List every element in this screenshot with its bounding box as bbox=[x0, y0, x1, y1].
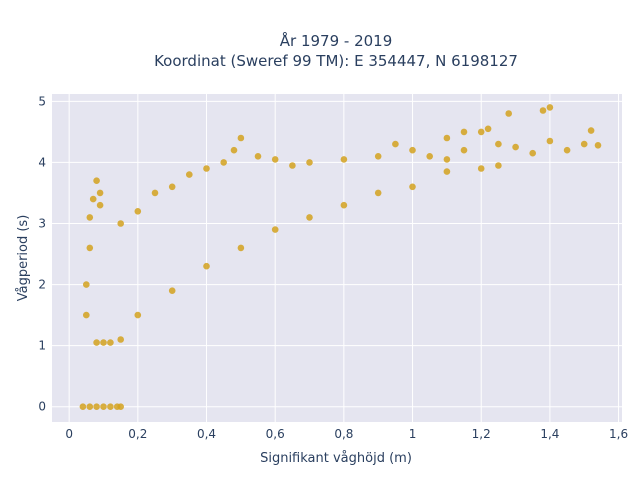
data-point bbox=[151, 189, 159, 197]
data-point bbox=[237, 244, 245, 252]
data-point bbox=[271, 156, 279, 163]
data-point bbox=[79, 403, 87, 411]
plot-area bbox=[52, 94, 622, 422]
data-point bbox=[374, 153, 382, 160]
data-point bbox=[86, 214, 94, 221]
data-point bbox=[100, 403, 107, 411]
data-point bbox=[580, 140, 588, 148]
x-tick-label: 1,4 bbox=[540, 427, 559, 441]
data-point bbox=[512, 143, 519, 151]
data-point bbox=[409, 183, 416, 191]
data-point bbox=[460, 128, 468, 136]
data-point bbox=[529, 149, 536, 157]
data-point bbox=[495, 162, 502, 169]
data-point bbox=[546, 104, 554, 111]
data-point bbox=[93, 403, 100, 411]
x-tick-label: 0 bbox=[65, 427, 73, 441]
data-point bbox=[539, 107, 547, 114]
data-point bbox=[93, 339, 100, 346]
data-point bbox=[477, 128, 485, 136]
data-point bbox=[477, 165, 485, 172]
x-tick-label: 0,6 bbox=[266, 427, 285, 441]
data-point bbox=[505, 110, 512, 117]
data-point bbox=[93, 177, 100, 184]
data-point bbox=[443, 168, 451, 175]
data-point bbox=[237, 134, 245, 142]
x-tick-label: 0,8 bbox=[334, 427, 353, 441]
data-point bbox=[134, 311, 142, 319]
x-tick-label: 0,4 bbox=[197, 427, 216, 441]
data-point bbox=[107, 339, 114, 346]
data-point bbox=[254, 153, 262, 160]
data-point bbox=[168, 183, 176, 191]
y-tick-label: 1 bbox=[38, 339, 46, 353]
data-point bbox=[409, 146, 416, 154]
data-point bbox=[495, 140, 502, 148]
y-tick-label: 5 bbox=[38, 94, 46, 108]
data-point bbox=[220, 159, 227, 166]
data-point bbox=[484, 125, 492, 133]
data-point bbox=[83, 311, 90, 319]
grid-lines bbox=[52, 94, 622, 422]
x-tick-label: 0,2 bbox=[128, 427, 147, 441]
data-point bbox=[374, 189, 382, 197]
data-point bbox=[306, 214, 313, 221]
data-point bbox=[96, 189, 104, 197]
chart-title-line1: År 1979 - 2019 bbox=[280, 31, 393, 50]
data-point bbox=[203, 262, 210, 270]
y-tick-label: 0 bbox=[38, 400, 46, 414]
data-point bbox=[186, 171, 193, 178]
data-point bbox=[443, 156, 451, 163]
y-axis-title: Vågperiod (s) bbox=[16, 215, 31, 302]
data-point bbox=[460, 146, 468, 154]
data-point bbox=[306, 159, 313, 166]
data-point bbox=[563, 146, 571, 154]
data-point bbox=[443, 134, 451, 142]
data-point bbox=[289, 162, 296, 169]
data-point bbox=[117, 403, 124, 411]
x-axis-title: Signifikant våghöjd (m) bbox=[260, 451, 412, 466]
tick-labels: 0 0,2 0,4 0,6 0,8 1 1,2 1,4 1,6 0 1 2 3 4 5 bbox=[38, 94, 628, 441]
data-point bbox=[168, 287, 176, 295]
y-tick-label: 2 bbox=[38, 278, 46, 292]
data-point bbox=[100, 339, 107, 346]
data-point bbox=[340, 201, 348, 209]
data-point bbox=[546, 137, 554, 145]
data-point bbox=[594, 142, 602, 149]
data-point bbox=[134, 208, 142, 215]
y-tick-label: 4 bbox=[38, 155, 46, 169]
data-point bbox=[86, 403, 94, 411]
data-point bbox=[96, 201, 104, 209]
data-point bbox=[89, 195, 97, 203]
data-point bbox=[392, 140, 399, 148]
x-tick-label: 1,2 bbox=[472, 427, 491, 441]
data-point bbox=[107, 403, 114, 411]
data-point bbox=[271, 226, 279, 233]
data-point bbox=[83, 281, 90, 288]
data-point bbox=[203, 165, 210, 172]
data-point bbox=[426, 153, 434, 160]
data-point bbox=[117, 220, 124, 227]
x-tick-label: 1 bbox=[409, 427, 417, 441]
data-point bbox=[340, 156, 348, 163]
data-point bbox=[587, 127, 595, 134]
data-point bbox=[230, 146, 238, 154]
data-point bbox=[117, 336, 124, 343]
x-tick-label: 1,6 bbox=[609, 427, 628, 441]
y-tick-label: 3 bbox=[38, 216, 46, 230]
data-point bbox=[86, 244, 94, 252]
chart-title-line2: Koordinat (Sweref 99 TM): E 354447, N 61… bbox=[154, 52, 518, 70]
data-points bbox=[79, 104, 602, 411]
